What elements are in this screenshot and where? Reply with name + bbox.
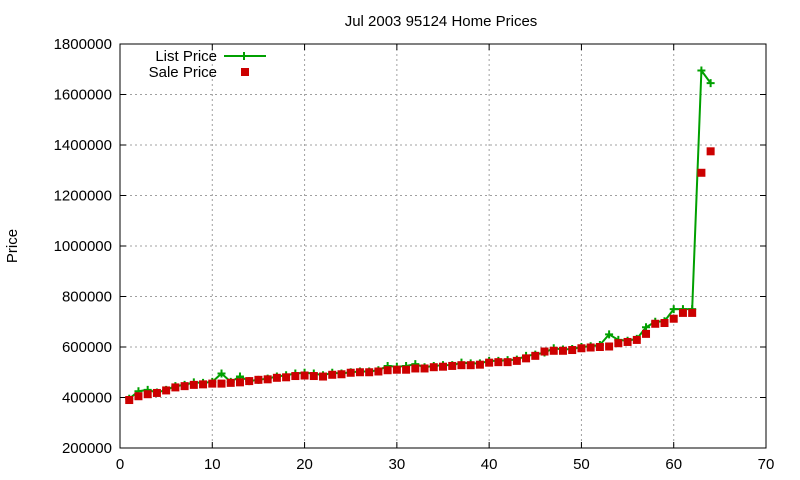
sale-price-point bbox=[235, 378, 244, 387]
x-tick-label: 50 bbox=[573, 456, 590, 473]
sale-price-point bbox=[199, 380, 208, 389]
sale-price-point bbox=[309, 372, 318, 381]
sale-price-point bbox=[660, 319, 669, 328]
sale-price-point bbox=[540, 347, 549, 356]
list-price-point bbox=[217, 369, 226, 378]
y-tick-label: 1000000 bbox=[54, 238, 112, 255]
sale-price-point bbox=[162, 386, 171, 395]
sale-price-point bbox=[577, 344, 586, 353]
sale-price-point bbox=[697, 168, 706, 177]
legend-label-list-price: List Price bbox=[155, 48, 217, 65]
sale-price-point bbox=[217, 379, 226, 388]
sale-price-point bbox=[282, 373, 291, 382]
x-tick-label: 10 bbox=[204, 456, 221, 473]
sale-price-point bbox=[651, 319, 660, 328]
sale-price-point bbox=[531, 351, 540, 360]
sale-price-point bbox=[457, 361, 466, 370]
sale-price-point bbox=[291, 372, 300, 381]
sale-price-point bbox=[392, 365, 401, 374]
sale-price-point bbox=[522, 354, 531, 363]
sale-price-point bbox=[134, 392, 143, 401]
y-tick-label: 1400000 bbox=[54, 137, 112, 154]
axis-ticks: 0 10 20 30 40 50 60 70 200000 400000 600000 800000 1… bbox=[54, 36, 775, 473]
legend-marker-sale-price bbox=[241, 68, 249, 76]
sale-price-point bbox=[245, 377, 254, 386]
x-tick-label: 40 bbox=[481, 456, 498, 473]
chart-title: Jul 2003 95124 Home Prices bbox=[345, 13, 538, 30]
sale-price-point bbox=[512, 356, 521, 365]
y-tick-label: 1200000 bbox=[54, 188, 112, 205]
y-axis-label: Price bbox=[4, 229, 21, 263]
sale-price-point bbox=[678, 308, 687, 317]
sale-price-point bbox=[328, 370, 337, 379]
sale-price-point bbox=[429, 363, 438, 372]
sale-price-point bbox=[411, 364, 420, 373]
sale-price-point bbox=[568, 346, 577, 355]
sale-price-point bbox=[402, 365, 411, 374]
x-tick-label: 20 bbox=[296, 456, 313, 473]
x-tick-label: 30 bbox=[389, 456, 406, 473]
sale-price-point bbox=[300, 371, 309, 380]
sale-price-point bbox=[319, 372, 328, 381]
sale-price-point bbox=[337, 370, 346, 379]
x-tick-label: 60 bbox=[665, 456, 682, 473]
sale-price-point bbox=[605, 342, 614, 351]
list-price-point bbox=[706, 79, 715, 88]
legend: List Price Sale Price bbox=[149, 48, 266, 81]
y-tick-label: 400000 bbox=[62, 390, 112, 407]
sale-price-point bbox=[706, 147, 715, 156]
sale-price-point bbox=[688, 308, 697, 317]
sale-price-point bbox=[125, 396, 134, 405]
list-price-point bbox=[605, 330, 614, 339]
sale-price-point bbox=[420, 364, 429, 373]
sale-price-point bbox=[208, 379, 217, 388]
sale-price-point bbox=[254, 375, 263, 384]
sale-price-point bbox=[503, 358, 512, 367]
sale-price-point bbox=[355, 368, 364, 377]
x-tick-label: 0 bbox=[116, 456, 124, 473]
sale-price-point bbox=[475, 360, 484, 369]
sale-price-point bbox=[189, 380, 198, 389]
sale-price-point bbox=[448, 361, 457, 370]
sale-price-point bbox=[272, 373, 281, 382]
sale-price-point bbox=[180, 382, 189, 391]
grid-lines bbox=[120, 44, 766, 448]
sale-price-point bbox=[143, 390, 152, 399]
data-series bbox=[125, 66, 715, 405]
series-line-list-price bbox=[128, 67, 712, 400]
y-tick-label: 1600000 bbox=[54, 87, 112, 104]
sale-price-point bbox=[263, 375, 272, 384]
sale-price-point bbox=[586, 343, 595, 352]
y-tick-label: 1800000 bbox=[54, 36, 112, 53]
list-price-point bbox=[697, 66, 706, 75]
sale-price-point bbox=[346, 368, 355, 377]
sale-price-point bbox=[466, 361, 475, 370]
sale-price-point bbox=[669, 314, 678, 323]
sale-price-point bbox=[558, 346, 567, 355]
sale-price-point bbox=[226, 378, 235, 387]
sale-price-point bbox=[485, 358, 494, 367]
legend-marker-list-price bbox=[240, 52, 248, 60]
sale-price-point bbox=[374, 367, 383, 376]
x-tick-label: 70 bbox=[758, 456, 775, 473]
sale-price-point bbox=[632, 335, 641, 344]
sale-price-point bbox=[439, 362, 447, 371]
sale-price-point bbox=[365, 368, 374, 377]
sale-price-point bbox=[623, 337, 632, 346]
sale-price-point bbox=[595, 343, 604, 351]
sale-price-point bbox=[642, 329, 651, 338]
sale-price-point bbox=[549, 346, 558, 355]
list-price-point bbox=[669, 305, 678, 314]
sale-price-point bbox=[614, 339, 623, 348]
sale-price-point bbox=[171, 383, 180, 392]
sale-price-point bbox=[152, 388, 161, 397]
y-tick-label: 600000 bbox=[62, 339, 112, 356]
sale-price-point bbox=[383, 366, 392, 375]
y-tick-label: 200000 bbox=[62, 440, 112, 457]
y-tick-label: 800000 bbox=[62, 289, 112, 306]
legend-label-sale-price: Sale Price bbox=[149, 64, 217, 81]
sale-price-point bbox=[494, 358, 503, 367]
